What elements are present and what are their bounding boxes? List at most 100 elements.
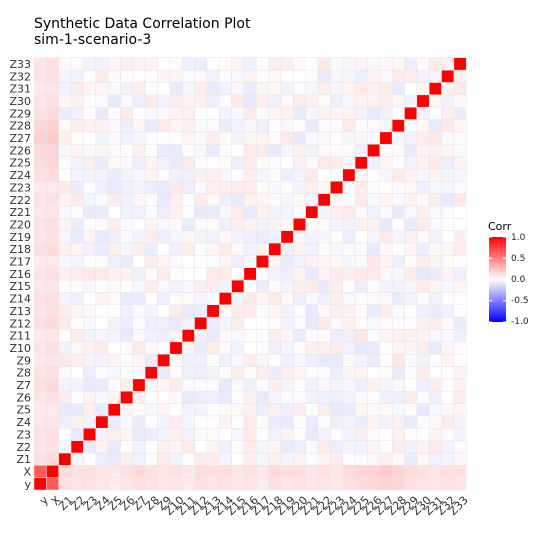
heatmap-cell-y-Z3 <box>33 428 47 441</box>
heatmap-cell-Z8-Z23 <box>144 181 158 194</box>
heatmap-cell-Z4-Z21 <box>95 205 109 219</box>
heatmap-cell-Z14-Z2 <box>219 440 232 454</box>
heatmap-cell-Z13-Z24 <box>206 168 220 182</box>
heatmap-cell-Z9-Z33 <box>157 57 171 71</box>
heatmap-cell-Z23-Z26 <box>330 143 343 157</box>
y-tick-label-Z2: Z2 <box>16 441 31 454</box>
heatmap-cell-Z15-Z20 <box>231 218 245 231</box>
heatmap-cell-Z30-Z8 <box>416 366 430 380</box>
heatmap-cell-Z9-Z18 <box>157 242 171 256</box>
heatmap-cell-Z22-Z7 <box>317 378 331 392</box>
heatmap-cell-Z32-Z8 <box>441 366 455 380</box>
heatmap-cell-Z30-Z17 <box>416 255 430 268</box>
y-tick-label-Z1: Z1 <box>16 453 31 466</box>
heatmap-cell-Z16-Z15 <box>243 279 257 293</box>
heatmap-cell-Z33-Z27 <box>453 131 467 145</box>
heatmap-cell-Z33-Z17 <box>453 255 467 268</box>
heatmap-cell-Z14-Z23 <box>219 181 232 194</box>
heatmap-cell-Z24-Z18 <box>342 242 356 256</box>
heatmap-cell-Z24-Z9 <box>342 353 356 367</box>
heatmap-cell-Z11-Z4 <box>181 415 195 429</box>
heatmap-cell-Z12-Z31 <box>194 82 208 96</box>
heatmap-cell-Z5-Z20 <box>107 218 121 231</box>
heatmap-cell-Z7-Z24 <box>132 168 146 182</box>
heatmap-cell-Z17-Z8 <box>256 366 269 380</box>
heatmap-cell-Z3-Z10 <box>83 341 97 355</box>
heatmap-cell-Z22-Z18 <box>317 242 331 256</box>
heatmap-cell-Z31-Z23 <box>428 181 442 194</box>
heatmap-cell-Z23-Z27 <box>330 131 343 145</box>
heatmap-cell-Z21-Z28 <box>305 119 319 133</box>
heatmap-cell-Z6-Z23 <box>120 181 134 194</box>
heatmap-cell-Z28-Z1 <box>391 452 405 466</box>
heatmap-cell-Z8-Z25 <box>144 156 158 170</box>
heatmap-cell-Z21-Z23 <box>305 181 319 194</box>
heatmap-cell-Z32-Z28 <box>441 119 455 133</box>
heatmap-cell-Z12-Z17 <box>194 255 208 268</box>
heatmap-cell-Z33-Z5 <box>453 403 467 417</box>
heatmap-cell-Z5-Z6 <box>107 390 121 404</box>
heatmap-cell-Z20-Z5 <box>293 403 306 417</box>
heatmap-cell-Z3-Z28 <box>83 119 97 133</box>
heatmap-cell-Z23-Z14 <box>330 292 343 305</box>
legend-tick-neg-1: -1.0 <box>511 317 529 327</box>
heatmap-cell-Z11-Z29 <box>181 106 195 120</box>
heatmap-cell-Z33-Z24 <box>453 168 467 182</box>
heatmap-cell-Z3-Z20 <box>83 218 97 231</box>
heatmap-cell-Z28-Z13 <box>391 304 405 318</box>
heatmap-cell-Z33-X <box>453 465 467 478</box>
heatmap-cell-Z33-Z20 <box>453 218 467 231</box>
heatmap-cell-Z26-Z7 <box>367 378 381 392</box>
heatmap-cell-Z30-Z2 <box>416 440 430 454</box>
heatmap-cell-Z12-Z20 <box>194 218 208 231</box>
heatmap-cell-Z5-Z27 <box>107 131 121 145</box>
heatmap-cell-Z15-Z25 <box>231 156 245 170</box>
heatmap-cell-Z28-Z21 <box>391 205 405 219</box>
heatmap-cell-Z27-Z24 <box>379 168 393 182</box>
heatmap-cell-Z1-Z13 <box>58 304 72 318</box>
heatmap-cell-Z30-X <box>416 465 430 478</box>
heatmap-cell-Z32-Z13 <box>441 304 455 318</box>
heatmap-cell-Z24-Z29 <box>342 106 356 120</box>
heatmap-cell-Z6-Z7 <box>120 378 134 392</box>
heatmap-cell-Z30-Z16 <box>416 267 430 281</box>
heatmap-cell-Z29-Z12 <box>404 316 418 330</box>
heatmap-cell-Z8-Z27 <box>144 131 158 145</box>
heatmap-cell-X-Z21 <box>46 205 59 219</box>
heatmap-cell-Z31-X <box>428 465 442 478</box>
heatmap-cell-Z2-Z32 <box>70 69 84 83</box>
heatmap-cell-Z9-Z27 <box>157 131 171 145</box>
heatmap-cell-Z26-Z25 <box>367 156 381 170</box>
heatmap-cell-Z20-Z6 <box>293 390 306 404</box>
heatmap-cell-Z13-Z19 <box>206 230 220 244</box>
heatmap-cell-Z12-Z2 <box>194 440 208 454</box>
heatmap-cell-Z4-Z18 <box>95 242 109 256</box>
heatmap-cell-Z6-Z12 <box>120 316 134 330</box>
heatmap-cell-Z32-Z24 <box>441 168 455 182</box>
heatmap-cell-Z6-Z28 <box>120 119 134 133</box>
heatmap-cell-Z6-Z17 <box>120 255 134 268</box>
heatmap-cell-Z22-Z9 <box>317 353 331 367</box>
heatmap-cell-Z32-Z10 <box>441 341 455 355</box>
heatmap-cell-Z17-Z12 <box>256 316 269 330</box>
heatmap-cell-Z4-Z2 <box>95 440 109 454</box>
heatmap-cell-X-Z2 <box>46 440 59 454</box>
heatmap-cell-Z1-Z17 <box>58 255 72 268</box>
heatmap-cell-Z22-Z28 <box>317 119 331 133</box>
legend-tick-0: 0.0 <box>511 275 526 285</box>
heatmap-cell-Z3-Z12 <box>83 316 97 330</box>
heatmap-cell-Z28-Z18 <box>391 242 405 256</box>
heatmap-cell-Z3-Z26 <box>83 143 97 157</box>
heatmap-cell-Z24-X <box>342 465 356 478</box>
heatmap-cell-Z18-Z25 <box>268 156 282 170</box>
heatmap-cell-Z3-Z27 <box>83 131 97 145</box>
heatmap-cell-Z29-Z32 <box>404 69 418 83</box>
heatmap-cell-Z17-Z33 <box>256 57 269 71</box>
heatmap-cell-Z32-Z3 <box>441 428 455 441</box>
heatmap-cell-Z2-Z1 <box>70 452 84 466</box>
heatmap-cell-Z18-Z6 <box>268 390 282 404</box>
heatmap-cell-Z17-Z9 <box>256 353 269 367</box>
heatmap-cell-Z33-Z6 <box>453 390 467 404</box>
heatmap-cell-y-Z29 <box>33 106 47 120</box>
heatmap-cell-Z26-Z23 <box>367 181 381 194</box>
